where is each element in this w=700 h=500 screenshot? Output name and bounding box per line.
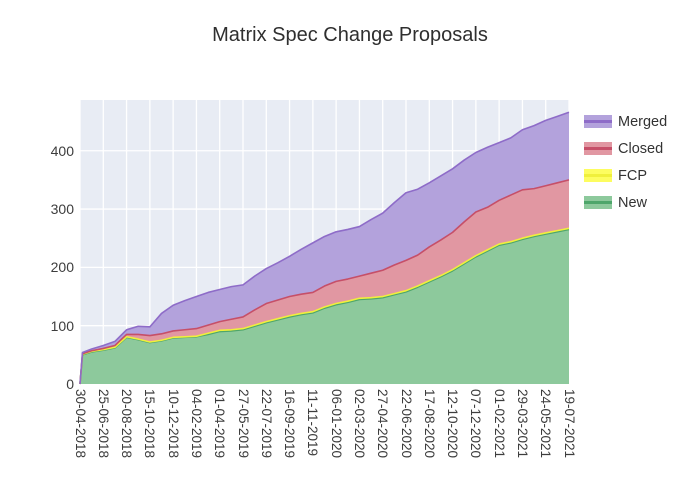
line-merged <box>79 111 570 385</box>
x-tick-label: 30-04-2018 <box>72 389 88 459</box>
x-tick-label: 20-08-2018 <box>119 389 135 459</box>
y-tick-label: 400 <box>50 142 74 159</box>
x-tick-label: 22-07-2019 <box>258 389 274 459</box>
x-tick-label: 29-03-2021 <box>514 389 530 459</box>
x-tick-label: 06-01-2020 <box>328 389 344 459</box>
x-tick-label: 10-12-2018 <box>165 389 181 459</box>
x-tick-label: 24-05-2021 <box>538 389 554 459</box>
x-tick-label: 02-03-2020 <box>351 389 367 459</box>
legend-swatch-line-icon <box>584 174 612 177</box>
area-closed <box>80 179 569 384</box>
legend-swatch-line-icon <box>584 201 612 204</box>
legend-item-merged[interactable]: Merged <box>584 108 667 135</box>
y-tick-label: 100 <box>50 317 74 334</box>
legend-label: FCP <box>618 167 647 184</box>
y-tick-label: 0 <box>66 376 74 392</box>
x-tick-label: 15-10-2018 <box>142 389 158 459</box>
x-tick-label: 19-07-2021 <box>561 389 577 459</box>
y-tick-label: 300 <box>50 201 74 218</box>
x-tick-label: 01-02-2021 <box>491 389 507 459</box>
chart-title: Matrix Spec Change Proposals <box>212 24 488 46</box>
x-tick-label: 11-11-2019 <box>305 389 321 457</box>
legend-swatch-line-icon <box>584 147 612 150</box>
x-tick-label: 17-08-2020 <box>421 389 437 459</box>
x-tick-label: 07-12-2020 <box>468 389 484 459</box>
legend-swatch-icon <box>584 115 612 128</box>
legend-item-fcp[interactable]: FCP <box>584 162 647 189</box>
area-merged <box>80 112 569 385</box>
line-closed <box>79 179 570 385</box>
y-tick-label: 200 <box>50 259 74 276</box>
x-tick-label: 04-02-2019 <box>188 389 204 459</box>
legend-label: Closed <box>618 140 664 157</box>
x-tick-label: 01-04-2019 <box>212 389 228 459</box>
line-fcp <box>79 227 570 385</box>
x-tick-label: 22-06-2020 <box>398 389 414 459</box>
x-tick-label: 27-04-2020 <box>375 389 391 459</box>
legend-item-closed[interactable]: Closed <box>584 135 663 162</box>
legend-item-new[interactable]: New <box>584 189 647 216</box>
legend-swatch-icon <box>584 196 612 209</box>
area-new <box>80 229 569 384</box>
legend-swatch-icon <box>584 142 612 155</box>
legend-label: New <box>618 194 648 211</box>
x-tick-label: 25-06-2018 <box>95 389 111 459</box>
x-tick-label: 16-09-2019 <box>282 389 298 459</box>
x-tick-label: 27-05-2019 <box>235 389 251 459</box>
legend-swatch-line-icon <box>584 120 612 123</box>
legend-label: Merged <box>618 113 668 130</box>
legend-swatch-icon <box>584 169 612 182</box>
x-tick-label: 12-10-2020 <box>445 389 461 459</box>
